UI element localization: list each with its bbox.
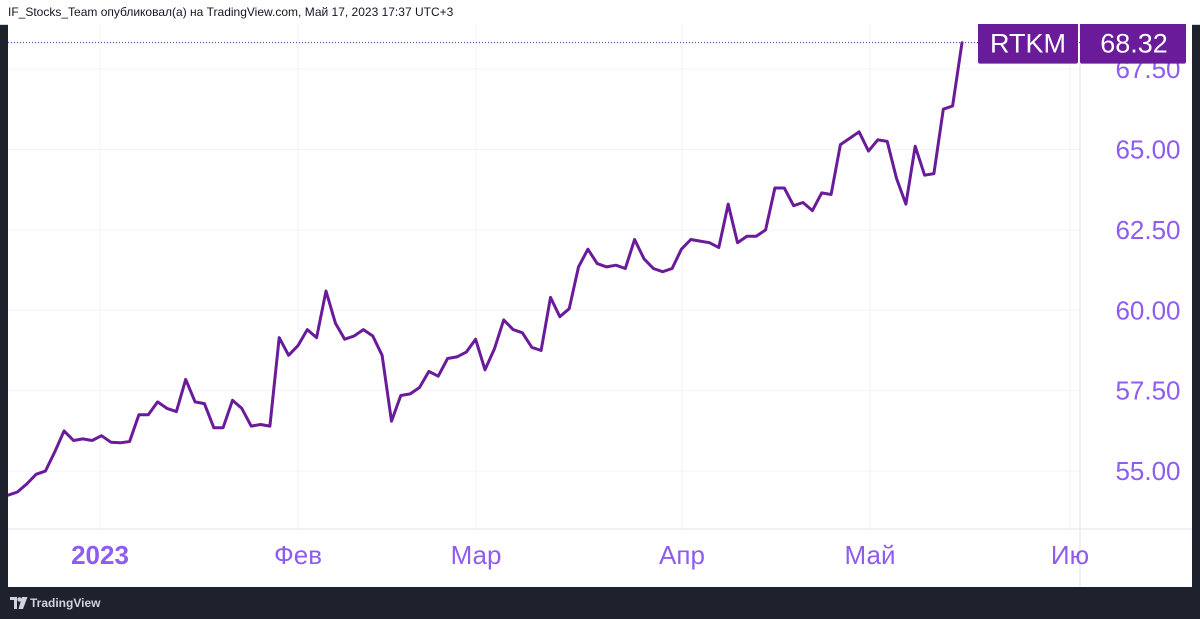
x-tick-label: Апр — [659, 540, 705, 570]
footer-bar: TradingView — [0, 587, 1200, 619]
ticker-badge — [978, 24, 1078, 64]
chart-area[interactable]: 55.0057.5060.0062.5065.0067.50RUB2023Фев… — [8, 24, 1192, 587]
price-series-line[interactable] — [8, 41, 964, 497]
x-tick-label: Май — [845, 540, 896, 570]
x-tick-label: Фев — [274, 540, 322, 570]
publication-info: IF_Stocks_Team опубликовал(а) на Trading… — [8, 5, 454, 19]
publication-header: IF_Stocks_Team опубликовал(а) на Trading… — [0, 0, 1200, 25]
last-value-label: 68.32 — [1100, 29, 1168, 59]
last-value-badge — [1080, 24, 1186, 64]
y-tick-label: 60.00 — [1115, 295, 1180, 325]
tradingview-logo-icon[interactable] — [10, 596, 28, 610]
x-tick-label: Ию — [1051, 540, 1089, 570]
tradingview-brand[interactable]: TradingView — [30, 596, 101, 610]
y-tick-label: 57.50 — [1115, 376, 1180, 406]
y-tick-label: 62.50 — [1115, 215, 1180, 245]
ticker-label: RTKM — [990, 29, 1066, 59]
y-tick-label: 65.00 — [1115, 134, 1180, 164]
y-tick-label: 55.00 — [1115, 456, 1180, 486]
x-tick-label: Мар — [451, 540, 502, 570]
price-chart[interactable]: 55.0057.5060.0062.5065.0067.50RUB2023Фев… — [8, 24, 1192, 587]
x-tick-label: 2023 — [71, 540, 129, 570]
